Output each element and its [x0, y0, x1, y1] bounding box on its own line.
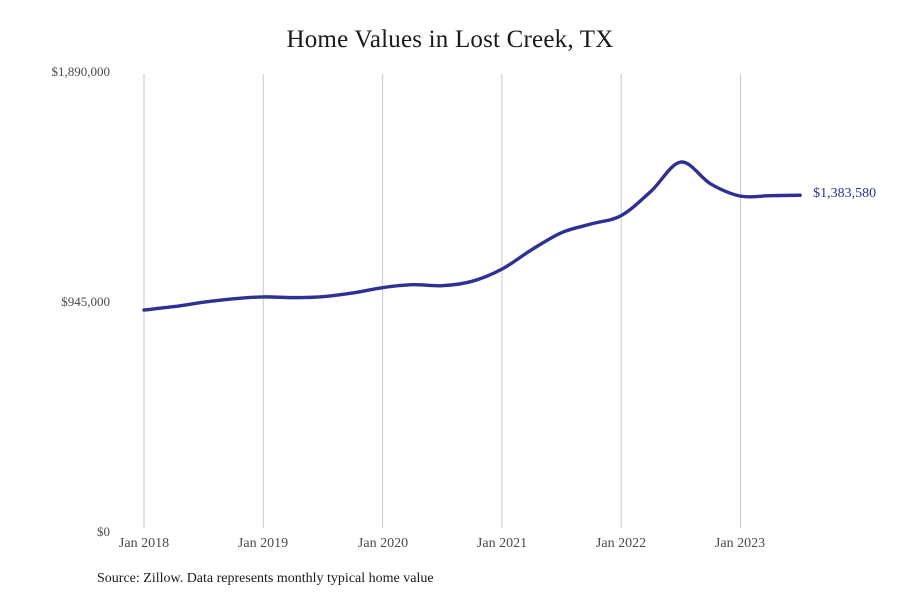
series-line-typical-home-value — [142, 160, 802, 312]
source-note: Source: Zillow. Data represents monthly … — [97, 571, 434, 586]
y-axis-tick-bottom: $0 — [97, 524, 110, 539]
x-axis-tick-jan-2018: Jan 2018 — [118, 536, 170, 551]
chart-title: Home Values in Lost Creek, TX — [286, 26, 614, 53]
endpoint-value-label: $1,383,580 — [813, 186, 877, 202]
vertical-gridlines — [143, 74, 741, 528]
x-axis-tick-jan-2020: Jan 2020 — [357, 536, 409, 551]
x-axis-tick-jan-2019: Jan 2019 — [237, 536, 289, 551]
x-axis-tick-jan-2023: Jan 2023 — [714, 536, 766, 551]
x-axis-tick-jan-2021: Jan 2021 — [476, 536, 528, 551]
y-axis-tick-middle: $945,000 — [61, 294, 110, 309]
x-axis-tick-jan-2022: Jan 2022 — [595, 536, 647, 551]
y-axis-tick-top: $1,890,000 — [51, 64, 111, 79]
